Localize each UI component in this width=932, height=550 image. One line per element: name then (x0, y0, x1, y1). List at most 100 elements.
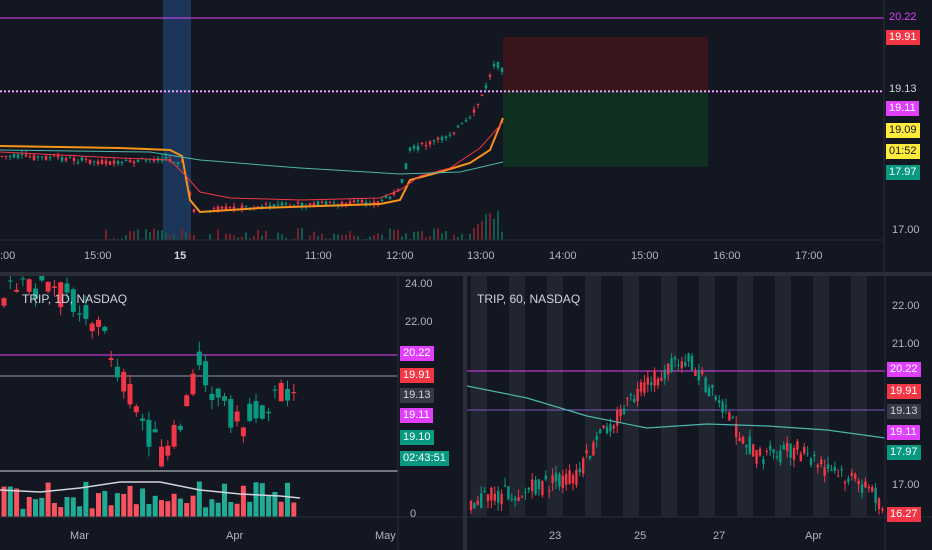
top-candle (460, 123, 464, 125)
top-volume-bar (381, 234, 383, 240)
daily-volume-bar (89, 508, 95, 517)
top-candle (188, 192, 192, 196)
top-candle (292, 204, 296, 206)
hourly-candle (741, 436, 745, 444)
daily-candle (70, 289, 76, 312)
top-candle (96, 161, 100, 165)
top-chart-canvas[interactable] (0, 0, 932, 272)
hourly-symbol-label[interactable]: TRIP, 60, NASDAQ (477, 292, 581, 306)
top-volume-bar (485, 213, 487, 240)
top-candle (400, 179, 404, 183)
daily-volume-bar (102, 491, 108, 517)
top-candle (28, 156, 32, 158)
vwap-orange-line (0, 117, 504, 214)
hourly-candle (697, 369, 700, 381)
top-candle (24, 154, 28, 157)
daily-volume-bar (278, 501, 284, 517)
price-tag-2022: 20.22 (886, 10, 920, 25)
hourly-candle (578, 468, 581, 473)
daily-chart-canvas[interactable] (0, 276, 463, 550)
daily-volume-bar (146, 504, 152, 517)
top-candle (12, 153, 16, 158)
top-candle (376, 201, 380, 204)
hourly-candle (531, 479, 534, 492)
daily-tag-1911-text: 19.11 (403, 409, 430, 421)
top-volume-bar (345, 234, 347, 240)
top-candle (20, 154, 24, 156)
daily-symbol-label[interactable]: TRIP, 1D, NASDAQ (22, 292, 128, 306)
daily-candle (152, 429, 158, 433)
hourly-candle (541, 481, 544, 496)
daily-candle (146, 419, 152, 447)
hourly-candle (643, 382, 646, 393)
top-volume-bar (437, 228, 439, 240)
daily-volume-bar (58, 507, 64, 517)
top-candle (4, 155, 8, 157)
daily-volume-bar (247, 501, 253, 517)
daily-candle (64, 283, 70, 293)
hourly-candle (765, 450, 768, 452)
top-candle (332, 202, 336, 204)
time-label-2: 15 (174, 250, 187, 262)
top-candle (260, 206, 264, 208)
top-candle (356, 199, 360, 202)
hourly-candle (592, 442, 595, 456)
session-band (661, 276, 677, 517)
top-candle (224, 206, 228, 211)
daily-volume-bars (1, 481, 297, 517)
hourly-candle (476, 500, 479, 505)
top-candle (320, 201, 324, 203)
hourly-candle (704, 377, 707, 393)
take-profit-zone (503, 91, 708, 167)
top-volume-bar (365, 238, 367, 240)
session-band (775, 276, 791, 517)
hourly-candle (554, 472, 558, 482)
hourly-chart-canvas[interactable] (467, 276, 932, 550)
top-volume-bar (353, 235, 355, 240)
top-candle (136, 159, 140, 163)
top-candle (364, 202, 368, 205)
top-candle (484, 85, 488, 89)
top-candle (192, 209, 196, 212)
top-volume-bar (281, 234, 283, 240)
top-candle (384, 195, 388, 198)
top-volume-bar (297, 228, 299, 240)
top-volume-bar (177, 237, 179, 240)
hourly-candle (823, 467, 826, 476)
top-volume-bar (317, 236, 319, 240)
daily-candle (228, 398, 234, 428)
pane-divider-vertical[interactable] (463, 276, 467, 550)
daily-candle (165, 445, 171, 456)
hourly-axis-21: 21.00 (892, 338, 920, 350)
hourly-candle (469, 500, 473, 511)
hourly-candle (490, 487, 493, 501)
top-candle (16, 154, 20, 158)
hourly-candle (779, 450, 782, 463)
daily-candle (247, 403, 253, 421)
top-candle (88, 159, 92, 164)
top-candle (372, 201, 376, 205)
top-candle (48, 157, 52, 159)
top-candle (212, 208, 216, 210)
time-label-1: 15:00 (84, 250, 112, 262)
top-volume-bar (357, 236, 359, 240)
daily-candle (203, 361, 209, 386)
top-volume-bar (373, 235, 375, 240)
top-candle (308, 203, 312, 206)
hourly-candle (503, 485, 507, 487)
top-volume-bar (393, 229, 395, 240)
time-label-0: :00 (0, 250, 16, 262)
daily-chart-pane[interactable]: TRIP, 1D, NASDAQ 24.00 22.00 0 20.22 19.… (0, 276, 463, 550)
pane-divider-horizontal[interactable] (0, 272, 932, 276)
hourly-chart-pane[interactable]: TRIP, 60, NASDAQ 22.00 21.00 17.00 20.22… (467, 276, 932, 550)
price-tag-1913: 19.13 (886, 82, 920, 97)
top-candle (436, 137, 440, 140)
top-chart-pane[interactable]: 20.22 19.91 19.13 19.11 19.09 01:52 17.9… (0, 0, 932, 272)
hourly-candle (837, 475, 840, 477)
hourly-candle (636, 389, 639, 402)
daily-volume-bar (77, 506, 83, 517)
top-candle (68, 157, 72, 159)
daily-candle (159, 446, 164, 467)
price-tag-1909: 19.09 (886, 123, 920, 138)
hourly-time-apr: Apr (805, 530, 823, 542)
